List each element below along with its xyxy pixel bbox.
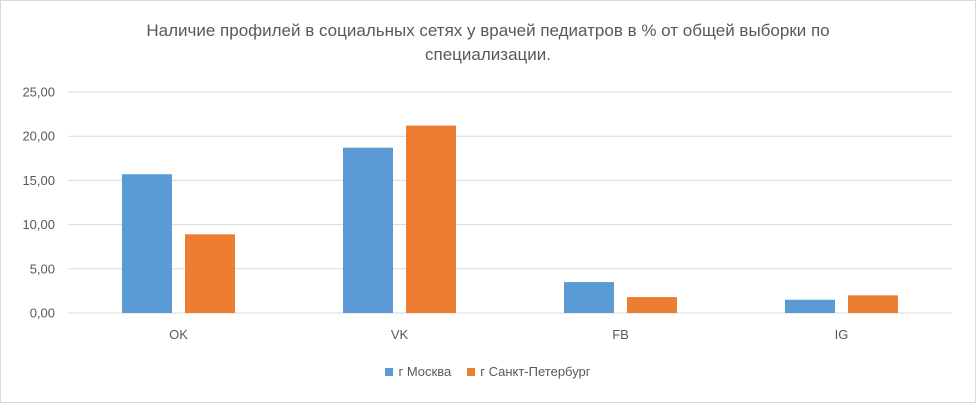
bar-fb-series-1 [627, 297, 677, 313]
legend-label-moscow: г Москва [398, 364, 452, 379]
x-tick-label: IG [835, 327, 849, 342]
y-tick-label: 20,00 [22, 129, 55, 144]
legend-label-spb: г Санкт-Петербург [480, 364, 591, 379]
legend-swatch-spb [467, 367, 476, 376]
legend-item-spb: г Санкт-Петербург [467, 364, 591, 379]
x-tick-label: VK [391, 327, 409, 342]
y-tick-label: 5,00 [30, 261, 55, 276]
x-tick-label: OK [169, 327, 188, 342]
bar-ok-series-1 [185, 234, 235, 313]
y-tick-label: 25,00 [22, 85, 55, 100]
bar-vk-series-0 [343, 147, 393, 313]
bar-vk-series-1 [406, 125, 456, 313]
y-tick-label: 0,00 [30, 306, 55, 321]
bar-ig-series-0 [785, 299, 835, 313]
chart-title-line-1: Наличие профилей в социальных сетях у вр… [146, 21, 830, 40]
legend-swatch-moscow [385, 367, 394, 376]
bar-fb-series-0 [564, 282, 614, 313]
legend-item-moscow: г Москва [385, 364, 451, 379]
x-tick-label: FB [612, 327, 629, 342]
bar-ig-series-1 [848, 295, 898, 313]
chart-title: Наличие профилей в социальных сетях у вр… [0, 19, 976, 67]
bar-ok-series-0 [122, 174, 172, 313]
legend: г Москва г Санкт-Петербург [0, 364, 976, 379]
y-tick-label: 10,00 [22, 217, 55, 232]
y-tick-label: 15,00 [22, 173, 55, 188]
chart-title-line-2: специализации. [425, 45, 551, 64]
